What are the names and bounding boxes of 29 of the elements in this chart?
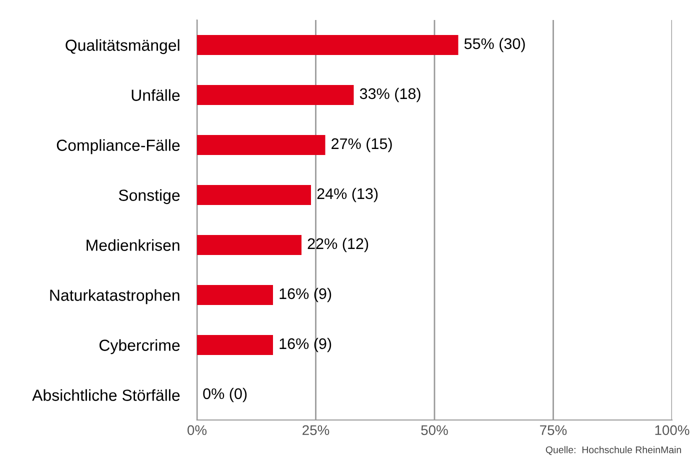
- y-tick-label: Compliance-Fälle: [56, 139, 180, 154]
- y-tick-label: Medienkrisen: [86, 239, 180, 251]
- y-tick-label: Qualitätsmängel: [66, 39, 180, 54]
- data-label: 33% (18): [360, 88, 420, 102]
- bar: [197, 135, 326, 155]
- x-tick-label: 100%: [655, 425, 690, 436]
- y-tick-label: Absichtliche Störfälle: [32, 389, 180, 401]
- data-label: 16% (9): [280, 338, 332, 352]
- bar: [197, 235, 302, 255]
- data-label: 16% (9): [280, 288, 332, 302]
- bar: [197, 335, 273, 355]
- y-tick-label: Unfälle: [132, 89, 180, 101]
- data-label: 22% (12): [308, 238, 368, 252]
- bar: [197, 35, 458, 55]
- x-tick-label: 75%: [540, 425, 567, 436]
- data-label: 27% (15): [332, 138, 392, 152]
- data-label: 24% (13): [317, 188, 378, 202]
- data-label: 55% (30): [464, 38, 525, 52]
- x-tick-label: 25%: [302, 425, 330, 436]
- bar: [197, 185, 311, 205]
- y-tick-label: Naturkatastrophen: [50, 289, 180, 304]
- bar: [197, 85, 354, 105]
- data-label: 0% (0): [203, 388, 247, 402]
- bar: [197, 285, 273, 305]
- x-tick-label: 0%: [188, 425, 207, 436]
- x-tick-label: 50%: [421, 425, 448, 436]
- y-tick-label: Cybercrime: [100, 339, 180, 354]
- y-tick-label: Sonstige: [118, 189, 180, 204]
- source-note: Quelle: Hochschule RheinMain: [546, 446, 681, 455]
